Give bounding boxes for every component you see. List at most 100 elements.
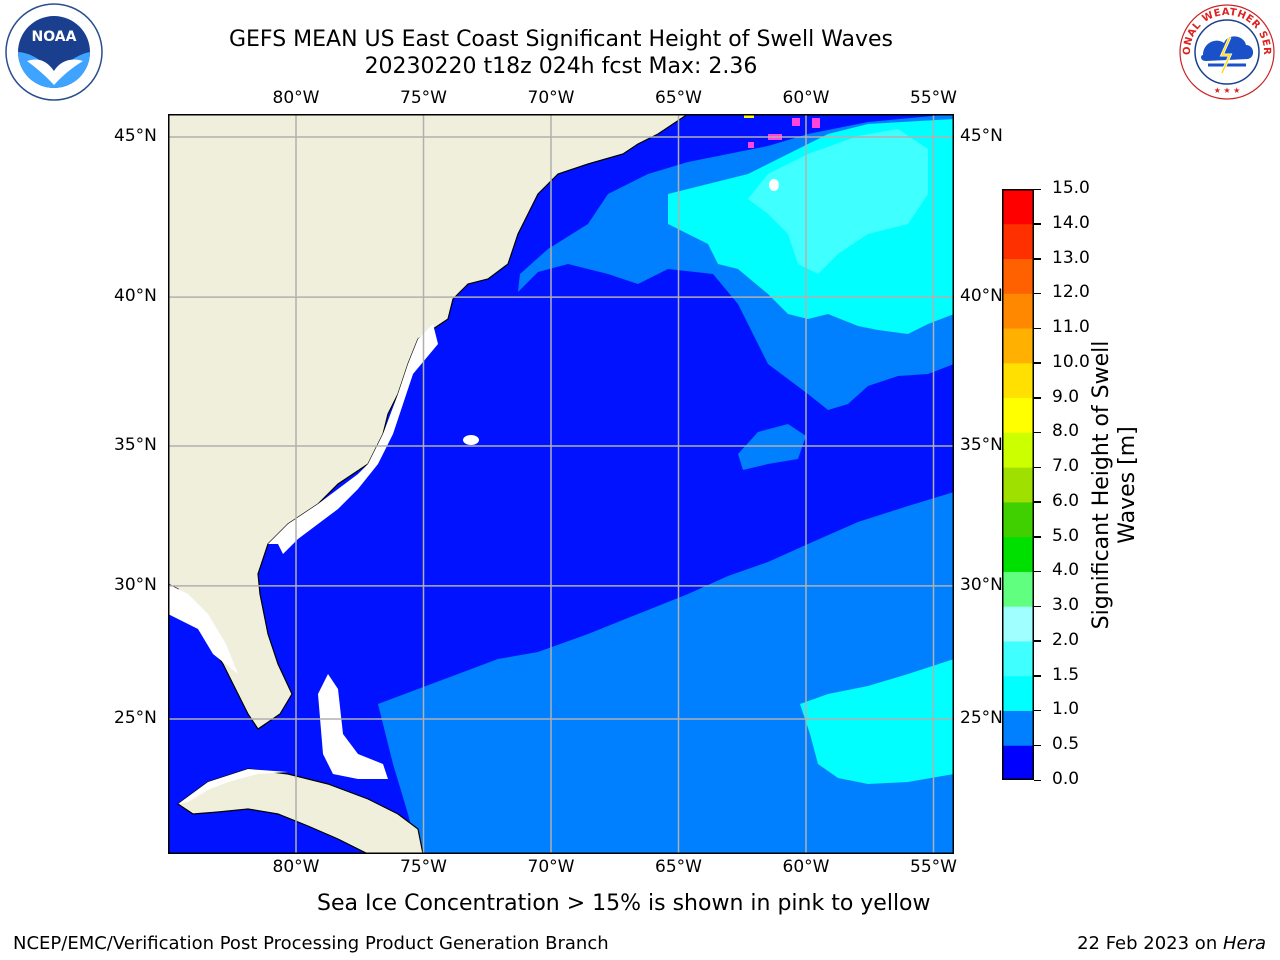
lat-tick-left: 30°N	[114, 574, 157, 595]
colorbar-segment	[1002, 328, 1034, 364]
colorbar-tick-label: 10.0	[1052, 351, 1090, 372]
map-gridlines	[168, 114, 954, 854]
no-data-sable-island	[769, 179, 779, 191]
map-panel	[168, 114, 954, 854]
colorbar-border	[1002, 189, 1034, 780]
lon-tick-bottom: 70°W	[527, 857, 575, 877]
colorbar-tick-label: 8.0	[1052, 421, 1080, 442]
lon-tick-top: 70°W	[527, 88, 575, 108]
no-data-cuba-border	[178, 769, 288, 804]
colorbar-label-line2: Waves [m]	[1115, 426, 1140, 544]
colorbar-segment	[1002, 606, 1034, 642]
national-weather-service-logo-icon: NATIONAL WEATHER SERVICE ★ ★ ★	[1174, 0, 1275, 100]
no-data-coastal-strip	[268, 324, 438, 554]
colorbar-tick-label: 1.5	[1052, 664, 1080, 685]
colorbar-tick-mark	[1034, 640, 1041, 642]
chart-title-line1: GEFS MEAN US East Coast Significant Heig…	[228, 27, 894, 52]
no-data-bermuda	[463, 435, 479, 445]
footer-date: 22 Feb 2023 on Hera	[1077, 933, 1266, 954]
colorbar-tick-label: 1.0	[1052, 699, 1080, 720]
colorbar-tick-mark	[1034, 258, 1041, 260]
no-data-gulf-corner	[168, 584, 238, 674]
colorbar-tick-label: 0.0	[1052, 769, 1080, 789]
colorbar-tick-label: 4.0	[1052, 560, 1080, 581]
colorbar-tick-mark	[1034, 675, 1041, 677]
noaa-logo-icon: NOAA	[5, 3, 103, 101]
colorbar-tick-label: 13.0	[1052, 247, 1090, 268]
colorbar-segment	[1002, 501, 1034, 538]
colorbar-tick-mark	[1034, 223, 1041, 225]
colorbar-tick-mark	[1034, 779, 1041, 781]
lon-tick-top: 80°W	[272, 88, 320, 108]
sea-ice-pixel	[812, 118, 820, 128]
swell-height-map	[168, 114, 954, 854]
colorbar-segment	[1002, 571, 1034, 607]
sea-ice-note: Sea Ice Concentration > 15% is shown in …	[317, 891, 931, 916]
lon-tick-bottom: 65°W	[655, 857, 702, 877]
colorbar-segment	[1002, 467, 1034, 503]
lon-tick-bottom: 60°W	[782, 857, 830, 877]
lon-tick-bottom: 55°W	[910, 857, 957, 877]
colorbar-scale	[1002, 189, 1034, 781]
colorbar-segment	[1002, 258, 1034, 294]
swell-band-10-15-southeast	[800, 659, 954, 784]
colorbar-segment	[1002, 293, 1034, 329]
colorbar-tick-mark	[1034, 431, 1041, 434]
sea-ice-pixel	[748, 142, 754, 148]
colorbar-tick-label: 6.0	[1052, 490, 1080, 511]
map-border	[168, 114, 954, 854]
lon-tick-top: 60°W	[782, 88, 830, 108]
colorbar-tick-mark	[1034, 501, 1041, 503]
nws-logo: NATIONAL WEATHER SERVICE ★ ★ ★	[1174, 0, 1276, 101]
colorbar-tick-mark	[1034, 605, 1041, 608]
colorbar-tick-label: 5.0	[1052, 525, 1080, 546]
colorbar-tick-label: 7.0	[1052, 456, 1080, 477]
lon-tick-top: 65°W	[655, 88, 702, 108]
colorbar-tick-mark	[1034, 570, 1041, 573]
colorbar-tick-mark	[1034, 292, 1041, 295]
colorbar-tick-label: 9.0	[1052, 386, 1080, 407]
sea-ice-pixel	[792, 118, 800, 126]
colorbar-tick-label: 0.5	[1052, 734, 1080, 755]
swell-band-05-10-patch	[738, 424, 806, 470]
swell-band-05-10-south	[378, 492, 954, 854]
colorbar-segment	[1002, 640, 1034, 677]
lat-tick-left: 35°N	[114, 434, 157, 455]
lat-tick-right: 35°N	[960, 434, 1003, 455]
colorbar-tick-mark	[1034, 536, 1041, 538]
lat-tick-right: 25°N	[960, 708, 1003, 728]
colorbar-segment	[1002, 189, 1034, 225]
colorbar-segment	[1002, 432, 1034, 468]
colorbar-tick-mark	[1034, 709, 1041, 712]
colorbar-tick-mark	[1034, 327, 1041, 330]
lat-tick-left: 40°N	[114, 286, 157, 307]
swell-band-15-20-northeast	[748, 129, 928, 274]
no-data-bahamas-strip	[318, 674, 388, 779]
lat-tick-left: 25°N	[114, 708, 157, 728]
colorbar-tick-mark	[1034, 188, 1041, 190]
colorbar-segment	[1002, 710, 1034, 746]
svg-text:★ ★ ★: ★ ★ ★	[1214, 86, 1241, 95]
lon-tick-top: 75°W	[400, 88, 447, 108]
footer-machine: Hera	[1222, 933, 1266, 954]
lon-tick-bottom: 75°W	[400, 857, 447, 877]
colorbar-tick-label: 11.0	[1052, 317, 1090, 338]
footer-branch: NCEP/EMC/Verification Post Processing Pr…	[13, 933, 609, 954]
colorbar-tick-label: 12.0	[1052, 282, 1090, 303]
colorbar-segment	[1002, 675, 1034, 711]
sea-ice-pixel-yellow	[744, 114, 754, 118]
colorbar-label-line1: Significant Height of Swell	[1089, 340, 1114, 630]
colorbar-tick-mark	[1034, 744, 1041, 747]
colorbar-segment	[1002, 397, 1034, 433]
colorbar-tick-label: 15.0	[1052, 178, 1090, 198]
colorbar-tick-mark	[1034, 362, 1041, 364]
lat-tick-right: 30°N	[960, 574, 1003, 595]
colorbar-tick-mark	[1034, 466, 1041, 469]
colorbar-tick-label: 3.0	[1052, 595, 1080, 616]
lon-tick-bottom: 80°W	[272, 857, 320, 877]
lon-tick-top: 55°W	[910, 88, 957, 108]
lat-tick-left: 45°N	[114, 126, 157, 146]
lat-tick-right: 40°N	[960, 286, 1003, 307]
colorbar-segment	[1002, 536, 1034, 572]
footer-date-text: 22 Feb 2023 on	[1077, 933, 1223, 954]
